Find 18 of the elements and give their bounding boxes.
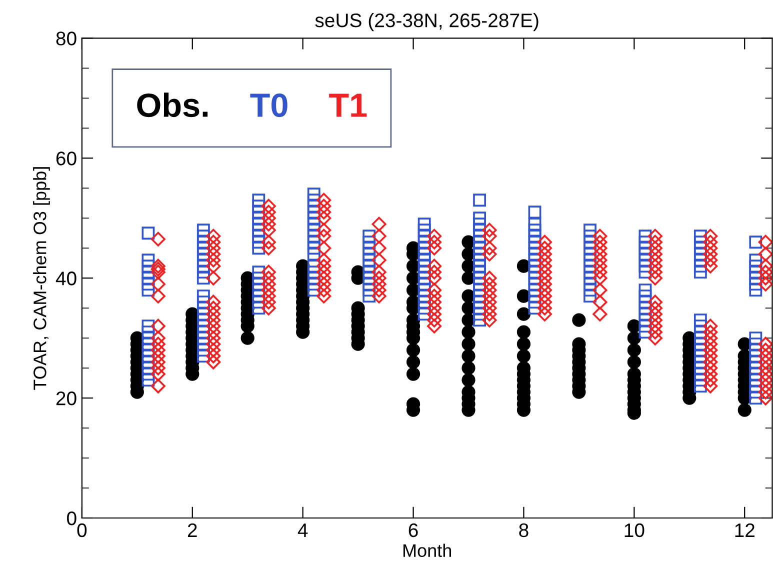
x-tick-label: 0	[77, 523, 87, 538]
y-tick-label: 40	[56, 272, 76, 286]
y-tick-label: 20	[56, 392, 76, 406]
x-tick-label: 10	[624, 523, 644, 538]
chart-title: seUS (23-38N, 265-287E)	[315, 12, 538, 32]
x-tick-label: 6	[408, 523, 418, 538]
x-tick-label: 8	[519, 523, 528, 538]
x-tick-label: 2	[188, 523, 197, 537]
text: Obs.	[137, 92, 208, 118]
y-axis-title: TOAR, CAM-chem O3 [ppb]	[33, 167, 50, 390]
x-axis-title: Month	[403, 544, 452, 558]
text: T1	[329, 94, 367, 117]
x-tick-label: 4	[298, 524, 308, 537]
y-tick-label: 80	[56, 32, 76, 46]
x-tick-label: 12	[735, 523, 754, 537]
text: T0	[250, 93, 288, 118]
y-tick-label: 0	[67, 511, 76, 526]
y-tick-label: 60	[56, 152, 76, 166]
